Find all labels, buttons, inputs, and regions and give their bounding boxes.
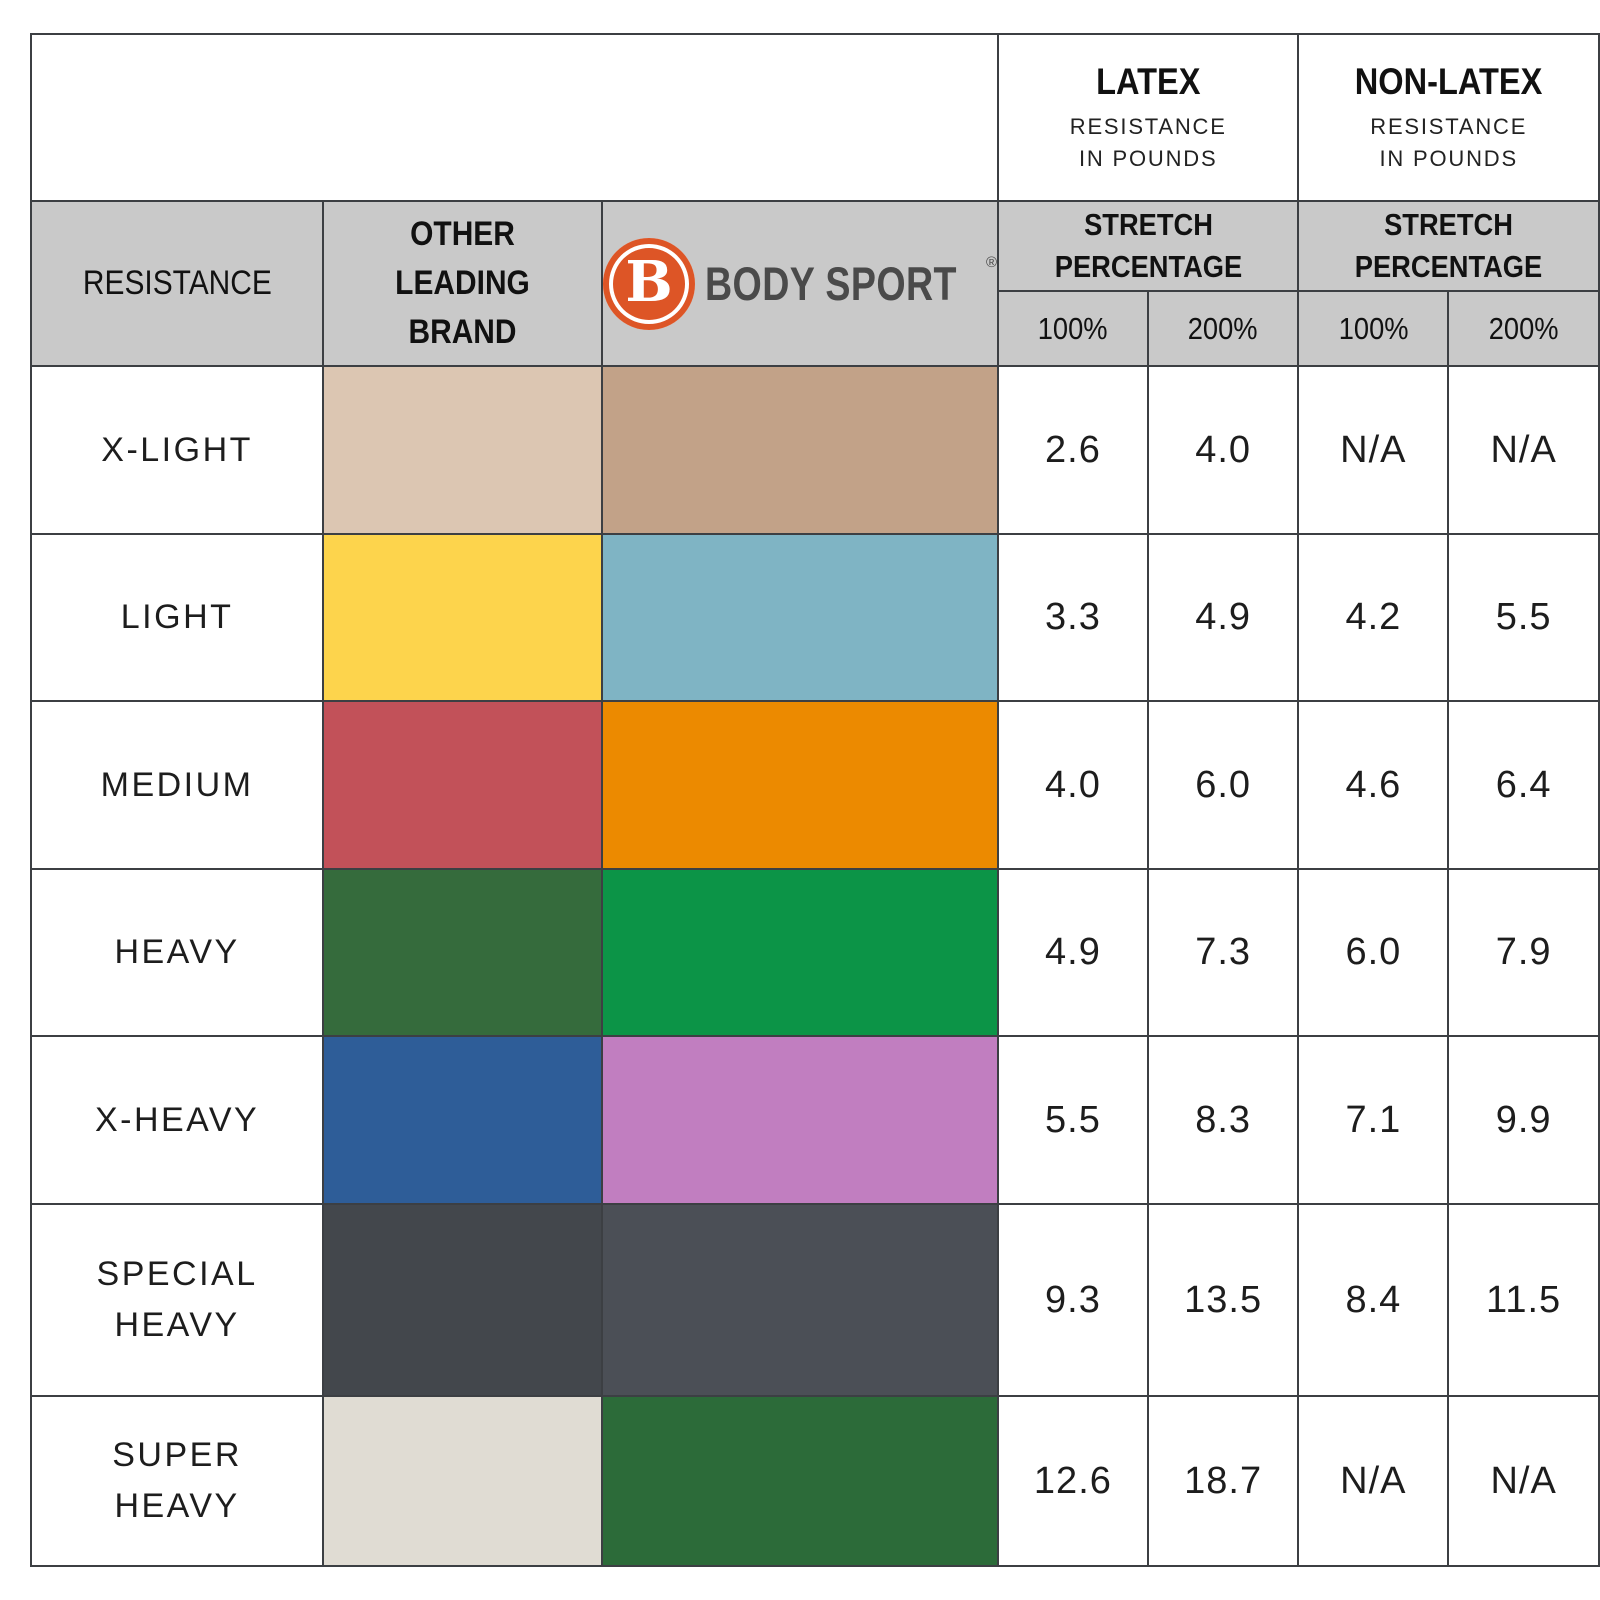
swatch-bodysport [601,700,1000,870]
latex-header-box: LATEX RESISTANCE IN POUNDS [997,33,1300,202]
latex-subtitle: RESISTANCE IN POUNDS [1069,113,1227,171]
row-label: SPECIAL HEAVY [29,1203,325,1397]
swatch-other-brand [322,1035,604,1205]
row-label: LIGHT [29,533,325,702]
table-row-super-heavy: SUPER HEAVY 12.6 18.7 N/A N/A [29,1395,1600,1567]
registered-trademark-icon: ® [985,253,998,271]
non-latex-header-box: NON-LATEX RESISTANCE IN POUNDS [1297,33,1600,202]
swatch-bodysport [601,1395,1000,1567]
latex-stretch-header: STRETCH PERCENTAGE [997,200,1300,292]
swatch-bodysport [601,1203,1000,1397]
non-latex-title: NON-LATEX [1354,60,1543,102]
value-latex-200: 6.0 [1146,700,1300,870]
swatch-bodysport [601,868,1000,1037]
value-latex-200: 13.5 [1146,1203,1300,1397]
row-label: HEAVY [29,868,325,1037]
swatch-other-brand [322,868,604,1037]
value-non-latex-200: 5.5 [1447,533,1600,702]
value-latex-100: 4.9 [997,868,1149,1037]
table-row-x-heavy: X-HEAVY 5.5 8.3 7.1 9.9 [29,1035,1600,1205]
value-latex-200: 18.7 [1146,1395,1300,1567]
swatch-bodysport [601,1035,1000,1205]
latex-title: LATEX [1096,60,1201,102]
row-label: MEDIUM [29,700,325,870]
value-non-latex-100: 8.4 [1297,1203,1450,1397]
value-non-latex-200: 9.9 [1447,1035,1600,1205]
swatch-other-brand [322,365,604,535]
bodysport-logo-icon: B [603,237,696,330]
comparison-table: LATEX RESISTANCE IN POUNDS NON-LATEX RES… [29,33,1600,1567]
value-non-latex-200: N/A [1447,1395,1600,1567]
bodysport-logo-text: BODY SPORT [705,257,957,310]
value-non-latex-100: 7.1 [1297,1035,1450,1205]
swatch-bodysport [601,533,1000,702]
table-row-x-light: X-LIGHT 2.6 4.0 N/A N/A [29,365,1600,535]
value-latex-200: 4.0 [1146,365,1300,535]
resistance-column-header: RESISTANCE [29,200,325,367]
row-label: X-HEAVY [29,1035,325,1205]
swatch-other-brand [322,1395,604,1567]
value-non-latex-100: 4.6 [1297,700,1450,870]
latex-100-header: 100% [997,290,1149,367]
swatch-bodysport [601,365,1000,535]
swatch-other-brand [322,1203,604,1397]
non-latex-100-header: 100% [1297,290,1450,367]
row-label: SUPER HEAVY [29,1395,325,1567]
non-latex-200-header: 200% [1447,290,1600,367]
value-latex-100: 2.6 [997,365,1149,535]
value-latex-100: 5.5 [997,1035,1149,1205]
value-non-latex-200: 7.9 [1447,868,1600,1037]
non-latex-stretch-header: STRETCH PERCENTAGE [1297,200,1600,292]
bodysport-logo: B BODY SPORT ® [603,237,998,330]
percentage-header-row: 100% 200% 100% 200% [31,290,1600,367]
non-latex-subtitle: RESISTANCE IN POUNDS [1370,113,1528,171]
other-brand-column-header: OTHER LEADING BRAND [322,200,604,367]
bodysport-column-header: B BODY SPORT ® [601,200,1000,367]
latex-200-header: 200% [1146,290,1300,367]
value-latex-100: 12.6 [997,1395,1149,1567]
top-header-row: LATEX RESISTANCE IN POUNDS NON-LATEX RES… [29,33,1600,202]
stretch-header-row: RESISTANCE OTHER LEADING BRAND B BODY SP… [29,200,1600,367]
value-non-latex-100: N/A [1297,365,1450,535]
value-latex-100: 3.3 [997,533,1149,702]
value-latex-200: 4.9 [1146,533,1300,702]
value-non-latex-100: 6.0 [1297,868,1450,1037]
value-non-latex-200: 6.4 [1447,700,1600,870]
table-row-heavy: HEAVY 4.9 7.3 6.0 7.9 [29,868,1600,1037]
value-non-latex-200: 11.5 [1447,1203,1600,1397]
swatch-other-brand [322,533,604,702]
top-left-spacer [29,33,1000,202]
value-latex-200: 7.3 [1146,868,1300,1037]
swatch-other-brand [322,700,604,870]
value-non-latex-100: N/A [1297,1395,1450,1567]
table-row-special-heavy: SPECIAL HEAVY 9.3 13.5 8.4 11.5 [29,1203,1600,1397]
value-non-latex-100: 4.2 [1297,533,1450,702]
value-latex-200: 8.3 [1146,1035,1300,1205]
table-row-medium: MEDIUM 4.0 6.0 4.6 6.4 [29,700,1600,870]
row-label: X-LIGHT [29,365,325,535]
value-non-latex-200: N/A [1447,365,1600,535]
value-latex-100: 4.0 [997,700,1149,870]
value-latex-100: 9.3 [997,1203,1149,1397]
table-row-light: LIGHT 3.3 4.9 4.2 5.5 [29,533,1600,702]
